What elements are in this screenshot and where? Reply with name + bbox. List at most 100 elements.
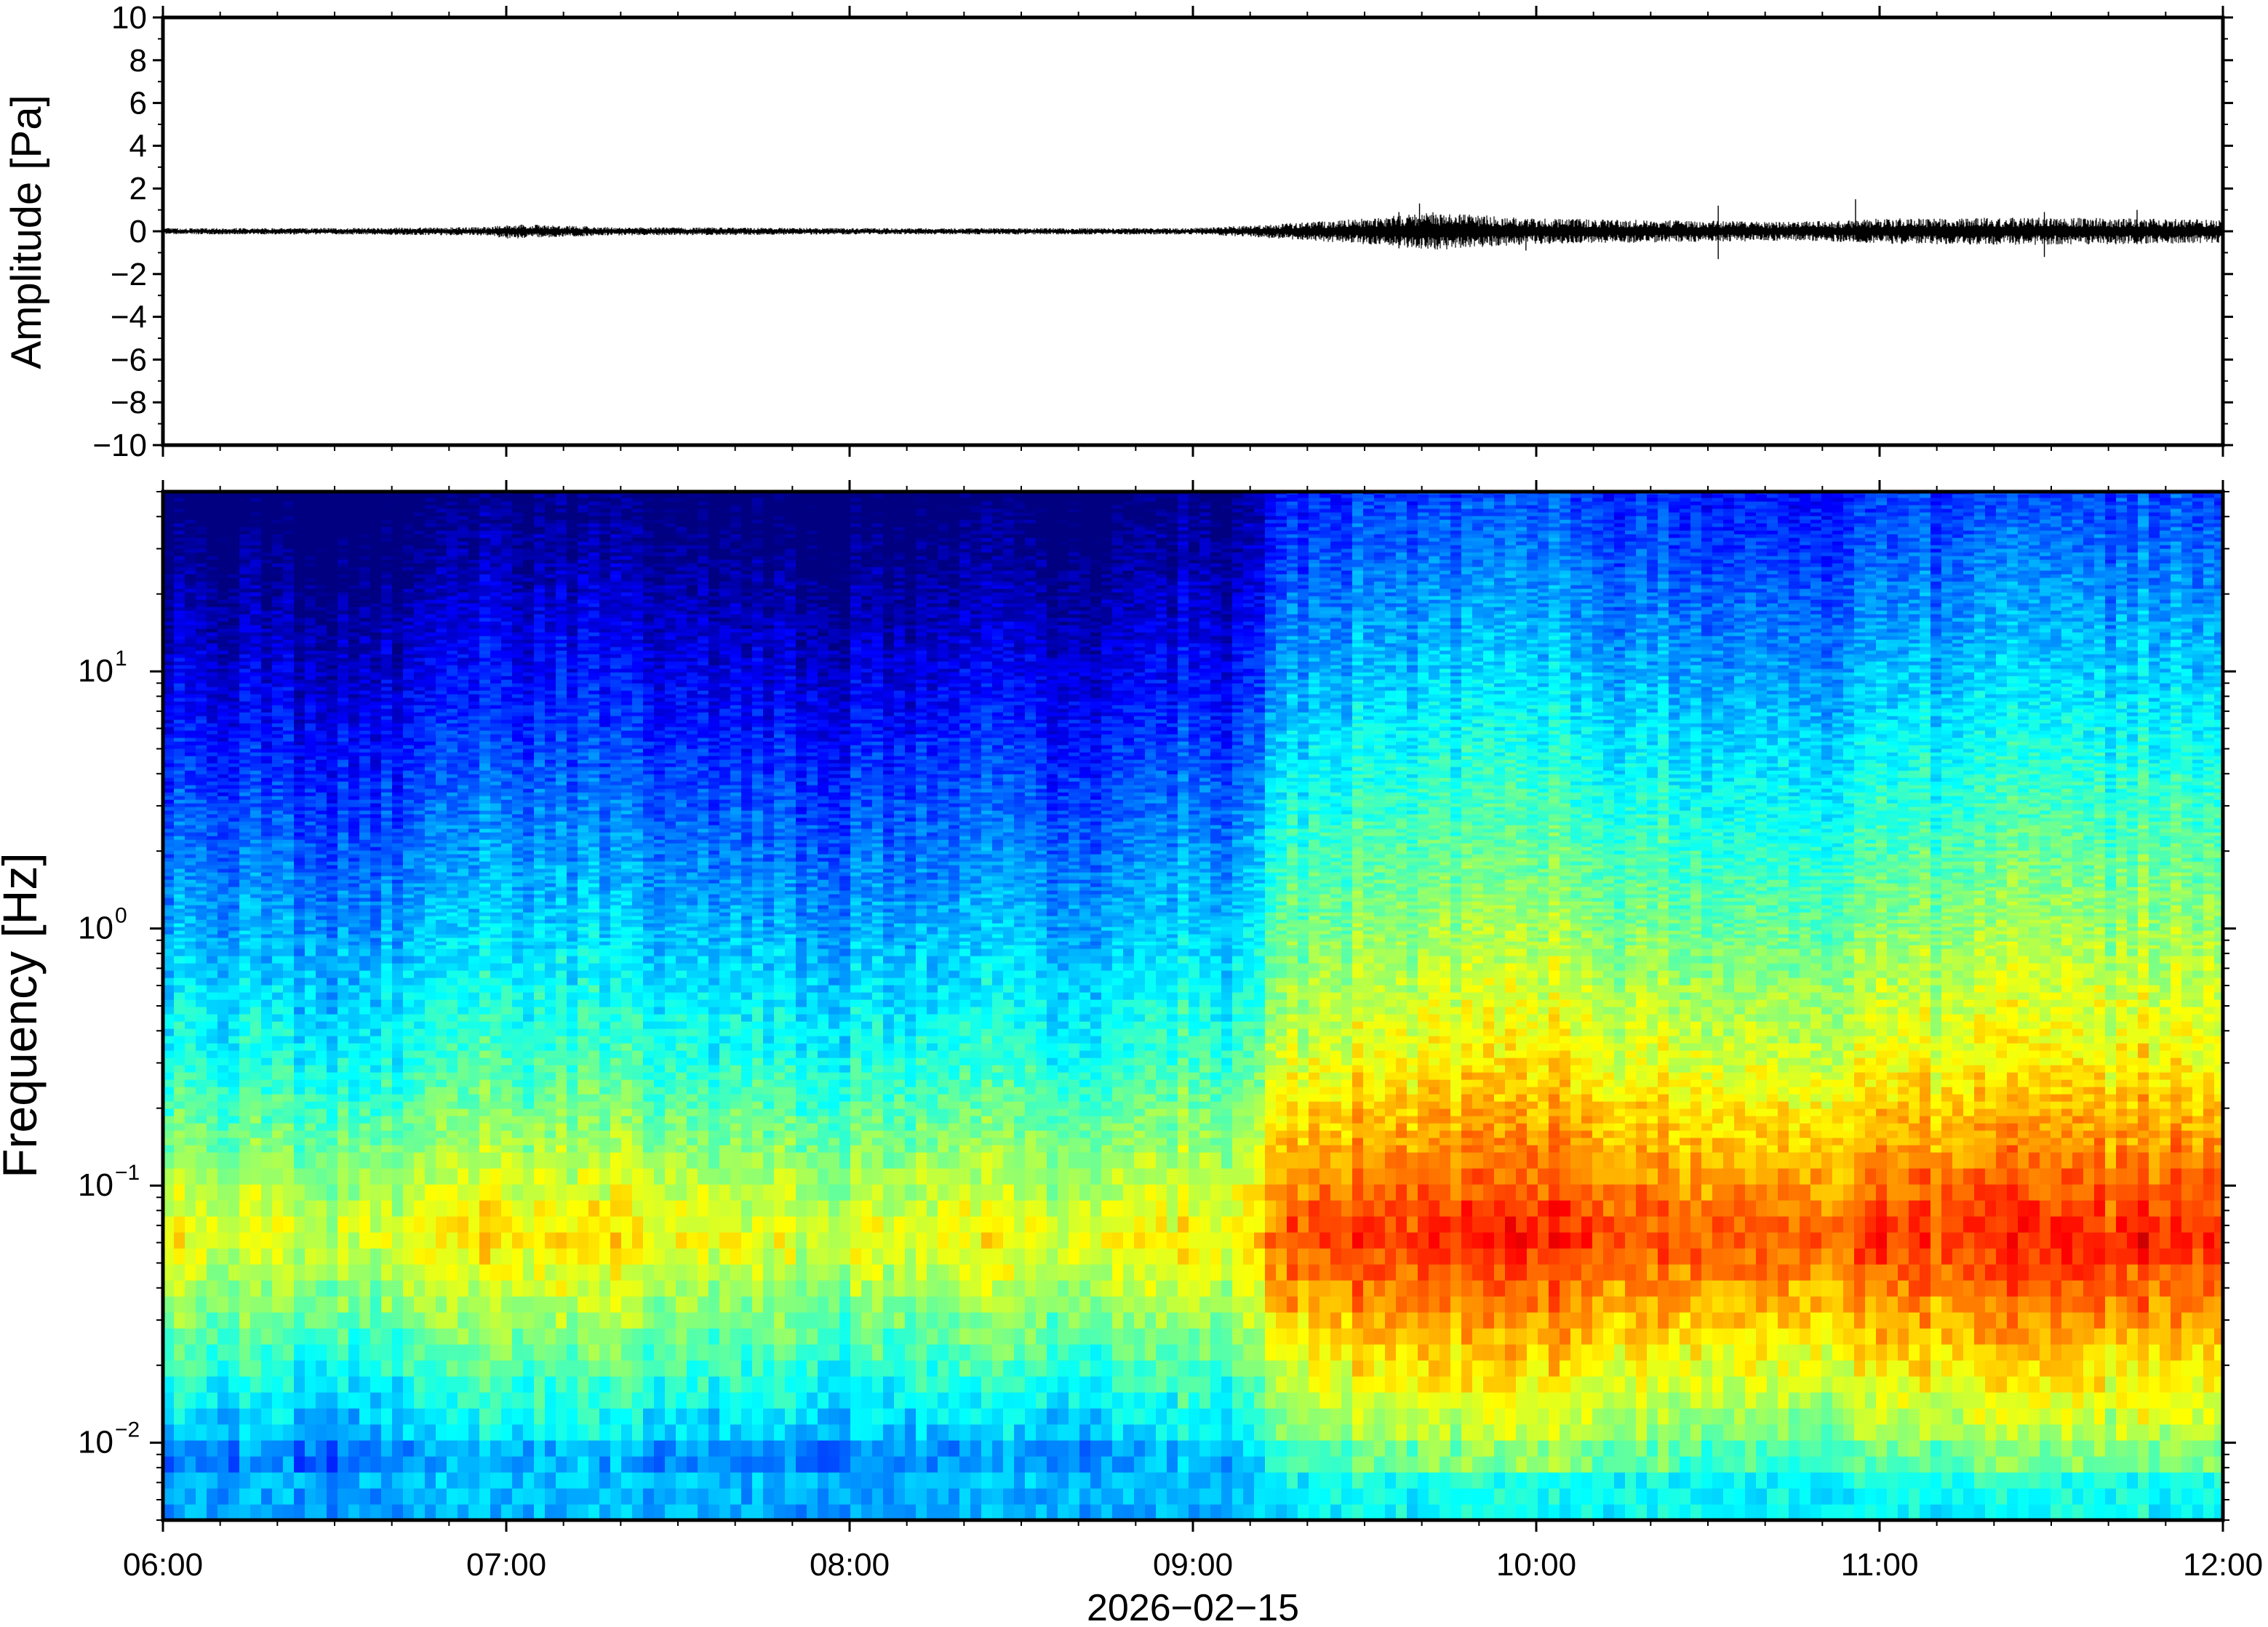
spectrogram-cell — [436, 527, 447, 531]
spectrogram-cell — [370, 890, 382, 895]
spectrogram-cell — [250, 1360, 262, 1377]
spectrogram-cell — [294, 1344, 306, 1361]
spectrogram-cell — [327, 850, 338, 855]
spectrogram-cell — [436, 621, 447, 625]
spectrogram-cell — [447, 1058, 458, 1066]
spectrogram-cell — [261, 777, 273, 782]
spectrogram-cell — [185, 1232, 196, 1249]
spectrogram-cell — [196, 865, 207, 869]
spectrogram-cell — [305, 770, 316, 775]
spectrogram-cell — [447, 861, 458, 866]
spectrogram-cell — [414, 494, 426, 498]
spectrogram-cell — [272, 825, 284, 829]
spectrogram-cell — [283, 934, 295, 938]
spectrogram-cell — [239, 930, 251, 935]
spectrogram-cell — [327, 574, 338, 578]
spectrogram-cell — [283, 992, 295, 1000]
spectrogram-cell — [239, 901, 251, 906]
spectrogram-cell — [403, 1488, 415, 1505]
spectrogram-cell — [348, 614, 360, 618]
spectrogram-cell — [185, 497, 196, 502]
spectrogram-cell — [327, 494, 338, 498]
spectrogram-cell — [250, 607, 262, 611]
spectrogram-cell — [283, 905, 295, 909]
spectrogram-cell — [294, 785, 306, 789]
spectrogram-cell — [436, 512, 447, 516]
spectrogram-cell — [305, 737, 316, 742]
spectrogram-cell — [207, 574, 218, 578]
spectrogram-cell — [381, 774, 393, 778]
spectrogram-cell — [294, 708, 306, 713]
spectrogram-cell — [425, 825, 436, 829]
spectrogram-cell — [261, 599, 273, 604]
spectrogram-cell — [359, 501, 371, 505]
spectrogram-cell — [174, 854, 185, 858]
spectrogram-cell — [392, 810, 404, 815]
spectrogram-cell — [348, 559, 360, 564]
spectrogram-cell — [359, 858, 371, 862]
spectrogram-cell — [370, 1408, 382, 1425]
spectrogram-cell — [359, 734, 371, 738]
spectrogram-cell — [436, 1072, 447, 1080]
spectrogram-cell — [261, 963, 273, 971]
spectrogram-cell — [338, 705, 349, 709]
spectrogram-cell — [392, 774, 404, 778]
spectrogram-cell — [338, 1488, 349, 1505]
spectrogram-cell — [359, 621, 371, 625]
spectrogram-cell — [425, 945, 436, 949]
spectrogram-cell — [207, 898, 218, 902]
spectrogram-cell — [228, 1152, 240, 1169]
spectrogram-cell — [196, 574, 207, 578]
spectrogram-cell — [403, 792, 415, 796]
spectrogram-cell — [283, 1050, 295, 1058]
spectrogram-cell — [392, 992, 404, 1000]
spectrogram-cell — [370, 556, 382, 560]
spectrogram-cell — [359, 570, 371, 575]
spectrogram-cell — [436, 796, 447, 800]
spectrogram-cell — [185, 676, 196, 680]
spectrogram-cell — [174, 1232, 185, 1249]
spectrogram-cell — [174, 1145, 185, 1153]
spectrogram-cell — [261, 908, 273, 913]
spectrogram-cell — [327, 1065, 338, 1073]
spectrogram-cell — [381, 741, 393, 745]
spectrogram-cell — [217, 814, 229, 818]
spectrogram-cell — [447, 832, 458, 836]
spectrogram-cell — [207, 501, 218, 505]
spectrogram-cell — [217, 847, 229, 851]
spectrogram-cell — [283, 505, 295, 509]
spectrogram-cell — [174, 628, 185, 633]
spectrogram-cell — [468, 1152, 480, 1169]
spectrogram-cell — [207, 683, 218, 687]
spectrogram-cell — [239, 788, 251, 793]
spectrogram-cell — [294, 858, 306, 862]
spectrogram-cell — [403, 992, 415, 1000]
spectrogram-cell — [403, 672, 415, 676]
spectrogram-cell — [228, 945, 240, 949]
spectrogram-cell — [447, 625, 458, 629]
spectrogram-cell — [414, 636, 426, 640]
spectrogram-cell — [196, 668, 207, 673]
spectrogram-cell — [425, 1101, 436, 1109]
spectrogram-cell — [294, 901, 306, 906]
spectrogram-cell — [228, 723, 240, 727]
spectrogram-cell — [436, 592, 447, 596]
spectrogram-cell — [327, 887, 338, 891]
spectrogram-cell — [370, 1116, 382, 1124]
spectrogram-cell — [381, 701, 393, 705]
spectrogram-cell — [217, 854, 229, 858]
spectrogram-cell — [305, 745, 316, 749]
spectrogram-cell — [174, 679, 185, 684]
spectrogram-cell — [403, 825, 415, 829]
spectrogram-cell — [294, 970, 306, 978]
spectrogram-cell — [370, 799, 382, 804]
spectrogram-cell — [403, 577, 415, 582]
spectrogram-cell — [196, 1101, 207, 1109]
spectrogram-cell — [305, 850, 316, 855]
spectrogram-cell — [403, 701, 415, 705]
spectrogram-cell — [458, 919, 469, 924]
spectrogram-cell — [283, 1280, 295, 1297]
spectrogram-cell — [392, 516, 404, 520]
spectrogram-cell — [425, 978, 436, 986]
spectrogram-cell — [217, 650, 229, 655]
